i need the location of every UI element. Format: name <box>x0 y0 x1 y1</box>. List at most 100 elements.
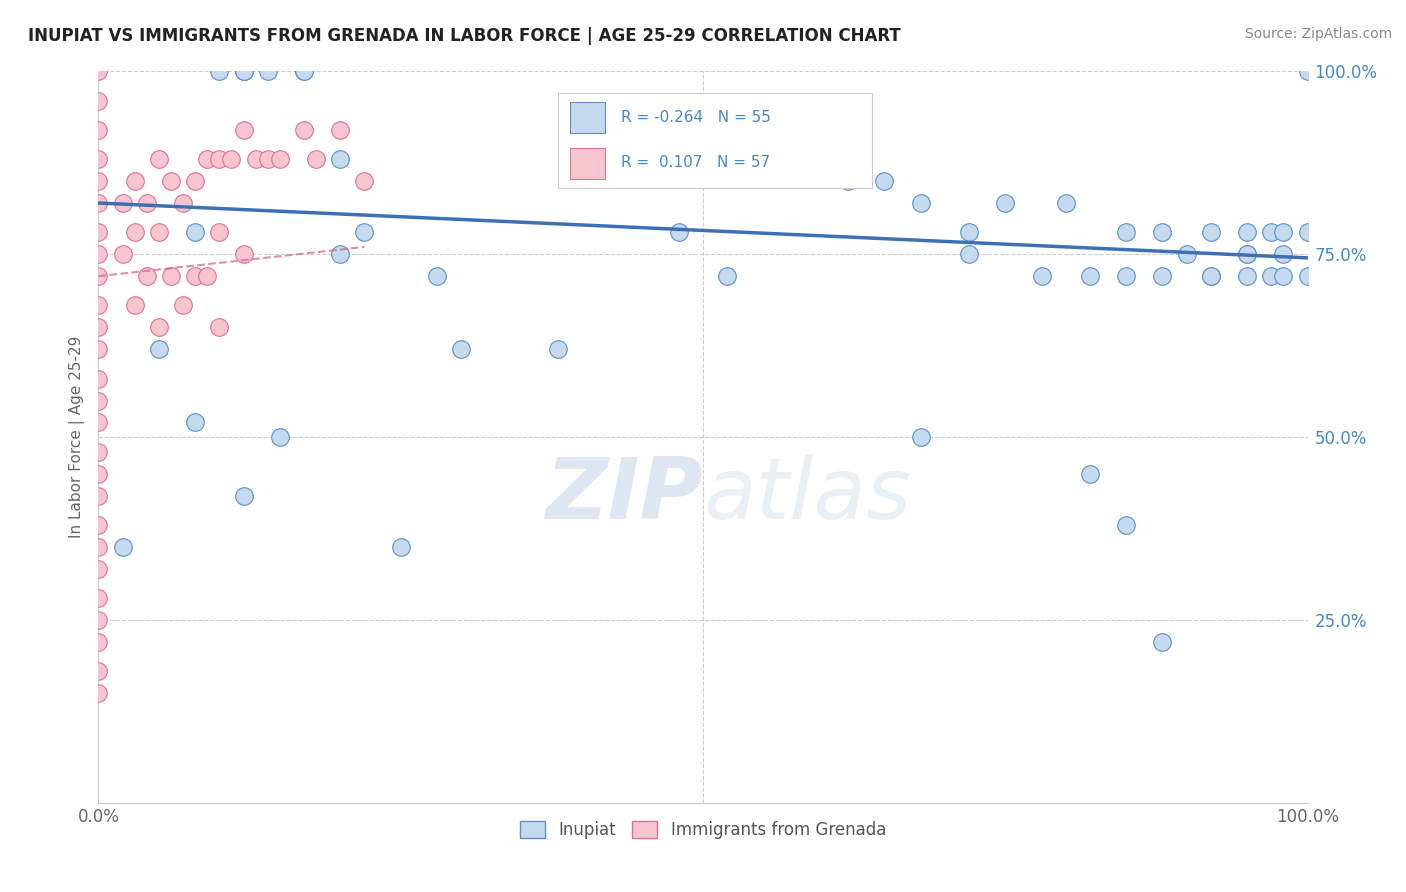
Point <box>87 269 110 284</box>
Point <box>87 371 110 385</box>
Point <box>195 269 218 284</box>
Point <box>1175 247 1198 261</box>
Legend: Inupiat, Immigrants from Grenada: Inupiat, Immigrants from Grenada <box>513 814 893 846</box>
Point <box>87 686 110 700</box>
Point <box>292 64 315 78</box>
Point <box>837 174 859 188</box>
Point <box>668 225 690 239</box>
Point <box>547 343 569 357</box>
Point <box>87 444 110 458</box>
Point <box>208 225 231 239</box>
Point <box>111 540 134 554</box>
Point <box>1236 247 1258 261</box>
Point <box>873 174 896 188</box>
Point <box>1031 269 1053 284</box>
Point <box>1260 269 1282 284</box>
Point <box>1236 247 1258 261</box>
Point <box>1054 196 1077 211</box>
Point <box>172 196 194 211</box>
Point <box>184 225 207 239</box>
Point <box>426 269 449 284</box>
Point <box>1296 269 1319 284</box>
Point <box>87 196 110 211</box>
Point <box>1078 467 1101 481</box>
Point <box>87 152 110 166</box>
Point <box>1272 225 1295 239</box>
Point <box>148 225 170 239</box>
Point <box>292 123 315 137</box>
Point <box>184 416 207 430</box>
Point <box>232 64 254 78</box>
Point <box>87 540 110 554</box>
Point <box>256 152 278 166</box>
Point <box>957 247 980 261</box>
Point <box>1296 225 1319 239</box>
Point <box>87 94 110 108</box>
Point <box>111 196 134 211</box>
Y-axis label: In Labor Force | Age 25-29: In Labor Force | Age 25-29 <box>69 336 84 538</box>
Point <box>389 540 412 554</box>
Point <box>450 343 472 357</box>
Point <box>87 393 110 408</box>
Point <box>208 152 231 166</box>
Point <box>208 64 231 78</box>
Text: Source: ZipAtlas.com: Source: ZipAtlas.com <box>1244 27 1392 41</box>
Point <box>87 298 110 312</box>
Point <box>1078 269 1101 284</box>
Point <box>232 247 254 261</box>
Point <box>1272 247 1295 261</box>
Point <box>232 489 254 503</box>
Point <box>232 123 254 137</box>
Point <box>160 269 183 284</box>
Point <box>329 247 352 261</box>
Point <box>1296 64 1319 78</box>
Point <box>111 247 134 261</box>
Point <box>87 517 110 532</box>
Point <box>1236 269 1258 284</box>
Point <box>1152 269 1174 284</box>
Point <box>135 196 157 211</box>
Point <box>994 196 1017 211</box>
Point <box>1152 635 1174 649</box>
Point <box>1115 517 1137 532</box>
Point <box>87 64 110 78</box>
Point <box>172 298 194 312</box>
Point <box>1260 225 1282 239</box>
Point <box>87 247 110 261</box>
Point <box>87 174 110 188</box>
Point <box>305 152 328 166</box>
Point <box>329 123 352 137</box>
Point <box>124 174 146 188</box>
Text: ZIP: ZIP <box>546 454 703 537</box>
Point <box>232 64 254 78</box>
Point <box>87 562 110 576</box>
Point <box>160 174 183 188</box>
Point <box>208 320 231 334</box>
Point <box>184 174 207 188</box>
Point <box>148 343 170 357</box>
Point <box>269 430 291 444</box>
Point <box>957 225 980 239</box>
Point <box>1152 225 1174 239</box>
Point <box>135 269 157 284</box>
Point <box>245 152 267 166</box>
Point <box>292 64 315 78</box>
Point <box>87 343 110 357</box>
Point <box>87 467 110 481</box>
Text: INUPIAT VS IMMIGRANTS FROM GRENADA IN LABOR FORCE | AGE 25-29 CORRELATION CHART: INUPIAT VS IMMIGRANTS FROM GRENADA IN LA… <box>28 27 901 45</box>
Text: atlas: atlas <box>703 454 911 537</box>
Point <box>1199 225 1222 239</box>
Point <box>353 174 375 188</box>
Point <box>87 664 110 678</box>
Point <box>269 152 291 166</box>
Point <box>87 591 110 605</box>
Point <box>87 320 110 334</box>
Point <box>353 225 375 239</box>
Point <box>221 152 243 166</box>
Point <box>1272 269 1295 284</box>
Point <box>195 152 218 166</box>
Point <box>184 269 207 284</box>
Point <box>124 225 146 239</box>
Point <box>87 225 110 239</box>
Point <box>1199 269 1222 284</box>
